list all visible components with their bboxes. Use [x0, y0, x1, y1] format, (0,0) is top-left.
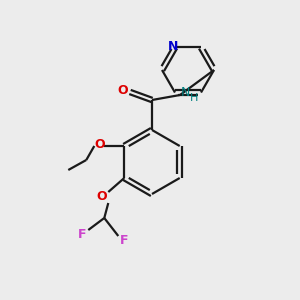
- Text: O: O: [94, 139, 105, 152]
- Text: N: N: [168, 40, 178, 53]
- Text: F: F: [78, 227, 86, 241]
- Text: O: O: [118, 83, 128, 97]
- Text: F: F: [120, 235, 128, 248]
- Text: H: H: [190, 93, 198, 103]
- Text: N: N: [180, 86, 190, 100]
- Text: O: O: [96, 190, 106, 203]
